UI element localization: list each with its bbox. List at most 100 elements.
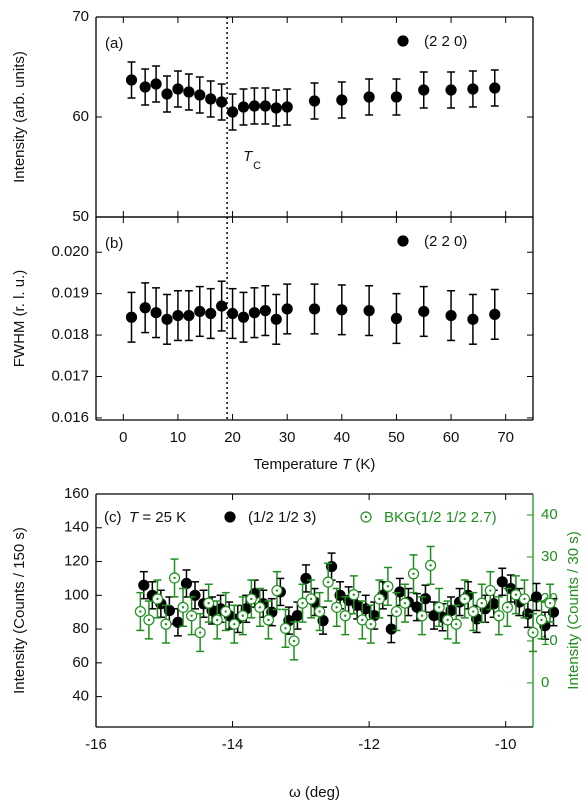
point xyxy=(496,576,508,588)
y-tick-label: 80 xyxy=(72,620,89,637)
point-center xyxy=(156,597,159,601)
y-tick-label: 0.018 xyxy=(51,326,89,343)
point xyxy=(336,94,348,106)
point-center xyxy=(472,610,475,613)
point xyxy=(183,310,195,322)
point-center xyxy=(309,597,313,601)
legend-label: (2 2 0) xyxy=(424,233,467,250)
point-center xyxy=(480,601,483,605)
point-center xyxy=(454,622,458,626)
point xyxy=(226,307,239,320)
point xyxy=(281,101,293,113)
point xyxy=(150,307,162,319)
point xyxy=(308,95,321,107)
y-tick-label: 0.019 xyxy=(51,285,89,302)
point-center xyxy=(181,606,185,609)
point-center xyxy=(318,610,321,613)
point-center xyxy=(301,601,304,605)
x-axis-label: ω (deg) xyxy=(289,784,340,801)
point-center xyxy=(258,606,262,609)
point-center xyxy=(215,618,219,622)
point-center xyxy=(412,572,415,575)
legend-label: (2 2 0) xyxy=(424,33,467,50)
point xyxy=(161,313,173,325)
tc-label: T xyxy=(243,148,254,165)
point xyxy=(270,102,282,114)
point xyxy=(336,304,348,316)
condition-part: T xyxy=(129,509,140,526)
y-tick-label: 40 xyxy=(72,688,89,705)
point-center xyxy=(514,593,518,596)
y-tick-label: 60 xyxy=(72,654,89,671)
point xyxy=(172,310,184,322)
x-tick-label: 60 xyxy=(443,429,460,446)
legend-label: (1/2 1/2 3) xyxy=(248,509,316,526)
x-tick-label: 70 xyxy=(497,429,514,446)
point-center xyxy=(420,614,424,617)
condition-label: T = 25 K xyxy=(129,509,186,526)
point-center xyxy=(361,618,364,622)
y-tick-label: 60 xyxy=(72,108,89,125)
x-axis-label-part: (K) xyxy=(351,456,375,473)
x-tick-label: -10 xyxy=(495,736,517,753)
point xyxy=(467,313,479,325)
point xyxy=(259,305,271,317)
panel-label: (b) xyxy=(105,235,123,252)
x-tick-label: 20 xyxy=(224,429,241,446)
x-tick-label: 50 xyxy=(388,429,405,446)
legend-label: BKG(1/2 1/2 2.7) xyxy=(384,509,497,526)
x-tick-label: -14 xyxy=(222,736,244,753)
point-center xyxy=(344,614,347,617)
y-tick-label: 70 xyxy=(72,8,89,25)
x-tick-label: -12 xyxy=(358,736,380,753)
panel-label: (a) xyxy=(105,35,123,52)
point xyxy=(445,84,457,96)
x-tick-label: 30 xyxy=(279,429,296,446)
point-center xyxy=(497,614,501,617)
condition-part: = 25 K xyxy=(138,509,186,526)
y2-tick-label: 10 xyxy=(541,632,558,649)
point xyxy=(194,305,206,318)
x-axis-label-part: T xyxy=(342,456,353,473)
point xyxy=(291,609,304,622)
point xyxy=(390,91,403,103)
point xyxy=(216,300,228,312)
point-center xyxy=(275,589,279,592)
point xyxy=(418,84,430,96)
tc-label-sub: C xyxy=(253,160,261,172)
point xyxy=(139,81,151,93)
x-axis-label-part: Temperature xyxy=(254,456,342,473)
point xyxy=(183,86,195,98)
point-center xyxy=(429,564,432,567)
y-tick-label: 120 xyxy=(64,553,89,570)
y-axis-label: FWHM (r. l. u.) xyxy=(11,270,28,368)
point xyxy=(194,89,206,101)
legend-marker xyxy=(397,235,409,247)
point-center xyxy=(139,610,142,613)
y2-tick-label: 30 xyxy=(541,548,558,565)
legend-marker-center xyxy=(364,515,368,519)
y2-tick-label: 40 xyxy=(541,506,558,523)
point xyxy=(270,313,282,325)
point-center xyxy=(506,606,509,609)
legend-marker xyxy=(397,35,409,47)
point-center xyxy=(489,589,492,592)
point-center xyxy=(386,585,390,588)
y-tick-label: 140 xyxy=(64,519,89,536)
point-center xyxy=(173,576,176,580)
point xyxy=(248,100,261,112)
point xyxy=(237,311,250,323)
y-tick-label: 160 xyxy=(64,485,89,502)
point-center xyxy=(523,597,526,601)
point-center xyxy=(531,631,535,634)
point-center xyxy=(250,597,253,601)
point xyxy=(161,88,173,100)
point-center xyxy=(267,618,270,622)
point-center xyxy=(147,618,151,622)
point xyxy=(281,303,293,315)
point xyxy=(334,589,346,601)
point xyxy=(363,305,375,317)
point xyxy=(300,572,312,585)
point xyxy=(180,577,193,590)
x-tick-label: 40 xyxy=(333,429,350,446)
